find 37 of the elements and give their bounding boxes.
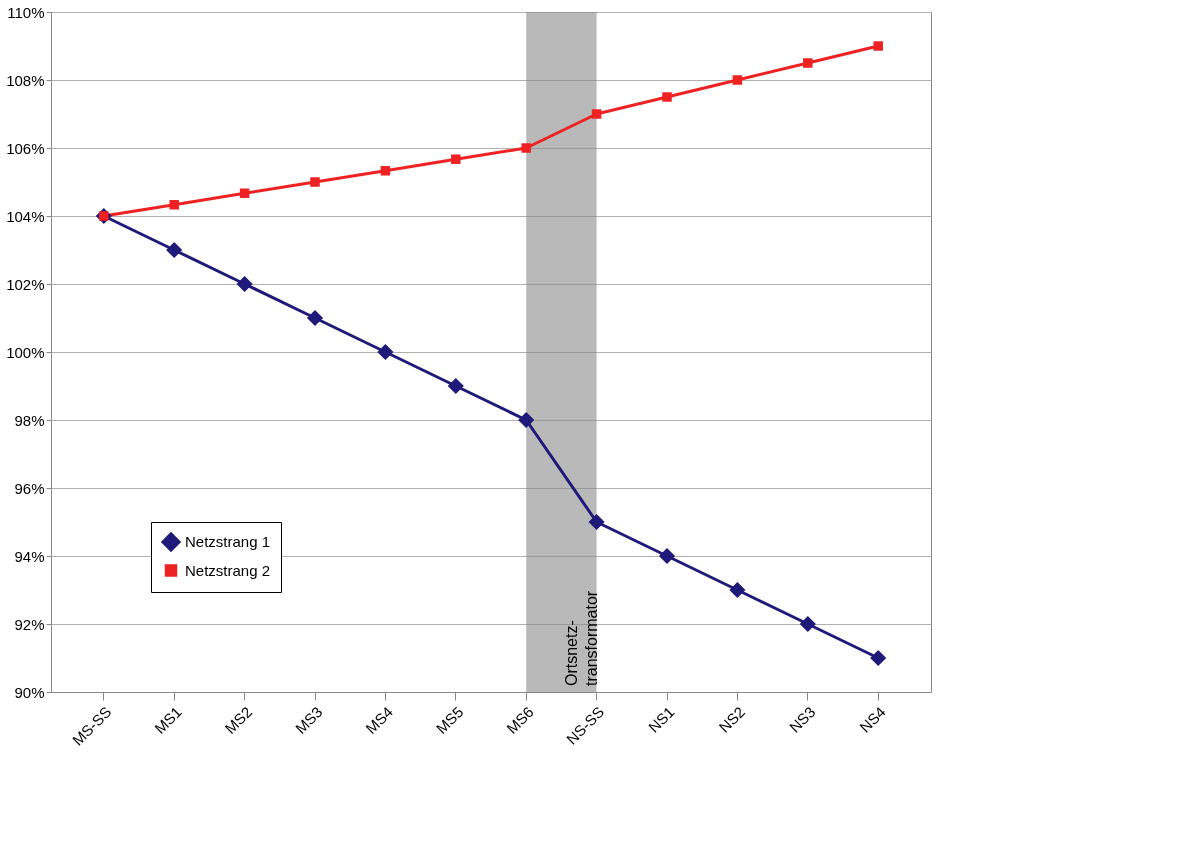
point (377, 343, 394, 361)
y-tick-label: 108% (6, 71, 45, 89)
point (870, 649, 887, 667)
point (310, 177, 320, 187)
point (658, 547, 676, 565)
point (803, 58, 813, 68)
point (380, 166, 391, 176)
point (873, 41, 883, 51)
point (588, 513, 605, 531)
y-tick-label: 94% (14, 547, 45, 565)
y-tick-label: 96% (14, 479, 45, 497)
y-tick-label: 106% (6, 139, 45, 157)
point (451, 154, 461, 164)
point (306, 309, 324, 327)
y-tick-label: 90% (14, 683, 45, 701)
y-tick-label: 104% (6, 207, 45, 225)
point (518, 411, 535, 429)
y-tick-label: 110% (7, 3, 45, 21)
point (239, 188, 250, 198)
point (729, 581, 746, 599)
legend-label: Netzstrang 1 (185, 533, 271, 550)
point (166, 241, 183, 259)
point (662, 92, 672, 102)
point (169, 200, 179, 210)
point (799, 615, 816, 633)
y-tick-label: 102% (6, 275, 45, 293)
point (521, 143, 531, 153)
point (236, 275, 253, 293)
y-tick-label: 98% (14, 411, 45, 429)
band-label: Ortsnetz- transformator (563, 590, 601, 686)
point (591, 109, 602, 119)
x-tick-label: NS1 (644, 703, 678, 736)
point (732, 75, 743, 85)
point (447, 377, 464, 395)
legend-label: Netzstrang 2 (185, 561, 271, 579)
y-tick-label: 100% (6, 343, 45, 361)
y-tick-label: 92% (14, 615, 45, 633)
